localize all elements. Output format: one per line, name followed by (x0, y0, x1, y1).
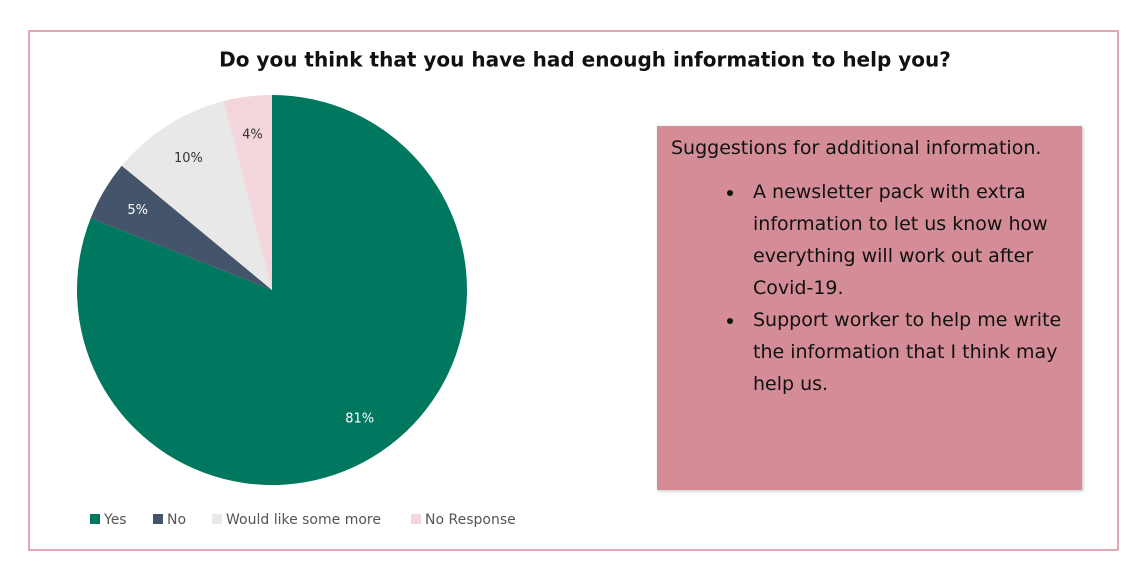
suggestions-list: A newsletter pack with extra information… (671, 176, 1068, 400)
data-label: 10% (174, 151, 203, 166)
legend-label: Would like some more (226, 512, 381, 528)
data-label: 5% (127, 203, 148, 218)
data-label: 81% (345, 412, 374, 427)
frame (28, 30, 1119, 551)
legend-swatch (411, 514, 421, 524)
legend-swatch (212, 514, 222, 524)
suggestions-heading: Suggestions for additional information. (671, 137, 1042, 159)
suggestions-box: Suggestions for additional information. … (657, 126, 1082, 490)
legend-label: No Response (425, 512, 516, 528)
pie-slice (223, 95, 272, 290)
pie-slice (90, 165, 272, 290)
suggestion-item: A newsletter pack with extra information… (745, 176, 1068, 304)
legend-label: Yes (103, 512, 127, 528)
legend-swatch (153, 514, 163, 524)
legend-swatch (90, 514, 100, 524)
pie-slice (121, 101, 273, 290)
legend-label: No (167, 512, 186, 528)
chart-title: Do you think that you have had enough in… (219, 48, 951, 72)
data-label: 4% (242, 128, 263, 143)
suggestion-item: Support worker to help me write the info… (745, 304, 1068, 400)
